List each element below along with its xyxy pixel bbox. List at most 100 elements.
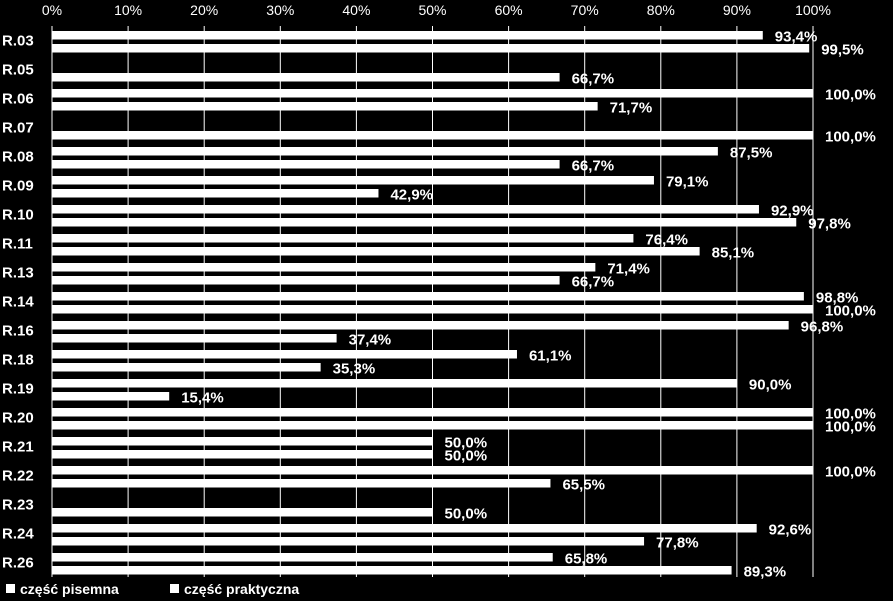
bar-pisemna (52, 205, 759, 214)
bar-pisemna (52, 350, 517, 359)
category-label: R.05 (2, 62, 34, 79)
gridlines (51, 26, 814, 577)
data-label: 61,1% (529, 347, 572, 364)
data-label: 96,8% (801, 318, 844, 335)
category-labels: R.03 R.05 R.06 R.07 R.08 R.09 R.10 R.11 R.13 R.14… (2, 33, 34, 572)
category-label: R.06 (2, 91, 34, 108)
bar-pisemna (52, 379, 737, 388)
data-label: 65,8% (565, 550, 608, 567)
x-tick-label: 40% (342, 2, 370, 18)
bar-praktyczna (52, 305, 813, 314)
bar-praktyczna (52, 392, 170, 401)
category-label: R.03 (2, 33, 34, 50)
data-label: 42,9% (390, 186, 433, 203)
bar-praktyczna (52, 131, 813, 140)
data-label: 90,0% (749, 376, 792, 393)
data-label: 92,9% (771, 202, 814, 219)
category-label: R.19 (2, 381, 34, 398)
category-label: R.16 (2, 323, 34, 340)
bar-pisemna (52, 263, 596, 272)
bar-praktyczna (52, 363, 321, 372)
category-label: R.13 (2, 265, 34, 282)
data-label: 100,0% (825, 405, 876, 422)
bar-praktyczna (52, 334, 337, 343)
data-label: 77,8% (656, 534, 699, 551)
category-label: R.14 (2, 294, 34, 311)
data-label: 79,1% (666, 173, 709, 190)
data-label: 50,0% (445, 447, 488, 464)
data-label: 99,5% (821, 41, 864, 58)
bar-pisemna (52, 234, 634, 243)
x-tick-label: 30% (266, 2, 294, 18)
data-label: 15,4% (181, 389, 224, 406)
x-tick-label: 0% (42, 2, 62, 18)
x-tick-label: 100% (795, 2, 831, 18)
category-label: R.07 (2, 120, 34, 137)
data-label: 97,8% (808, 215, 851, 232)
data-label: 76,4% (645, 231, 688, 248)
data-label: 93,4% (775, 28, 818, 45)
bar-pisemna (52, 147, 718, 156)
bar-praktyczna (52, 508, 433, 517)
data-label: 71,4% (607, 260, 650, 277)
bar-pisemna (52, 437, 433, 446)
data-label: 100,0% (825, 86, 876, 103)
data-label: 100,0% (825, 302, 876, 319)
data-label: 71,7% (610, 99, 653, 116)
bar-praktyczna (52, 189, 379, 198)
data-label: 100,0% (825, 418, 876, 435)
data-label: 92,6% (769, 521, 812, 538)
category-label: R.18 (2, 352, 34, 369)
bar-pisemna (52, 292, 804, 301)
bar-praktyczna (52, 276, 560, 285)
data-label: 50,0% (445, 434, 488, 451)
legend-swatch-pisemna (6, 584, 15, 593)
x-tick-label: 70% (571, 2, 599, 18)
legend-label-praktyczna: część praktyczna (184, 581, 299, 597)
category-label: R.22 (2, 468, 34, 485)
category-label: R.24 (2, 526, 34, 543)
legend: część pisemna część praktyczna (6, 581, 299, 597)
data-labels: 93,4%99,5% 66,7% 100,0% 71,7% 100,0% 87,5% 66,… (181, 28, 876, 580)
category-label: R.11 (2, 236, 33, 253)
category-label: R.21 (2, 439, 34, 456)
x-tick-label: 20% (190, 2, 218, 18)
bar-praktyczna (52, 247, 700, 256)
bar-pisemna (52, 31, 763, 40)
bar-pisemna (52, 176, 654, 185)
data-label: 98,8% (816, 289, 859, 306)
category-label: R.20 (2, 410, 34, 427)
data-label: 87,5% (730, 144, 773, 161)
category-label: R.23 (2, 497, 34, 514)
data-label: 66,7% (572, 273, 615, 290)
bar-praktyczna (52, 450, 433, 459)
x-tick-label: 90% (723, 2, 751, 18)
bar-pisemna (52, 524, 757, 533)
x-tick-label: 60% (495, 2, 523, 18)
bar-praktyczna (52, 44, 810, 53)
data-label: 66,7% (572, 157, 615, 174)
data-label: 35,3% (333, 360, 376, 377)
x-tick-label: 50% (418, 2, 446, 18)
bar-pisemna (52, 466, 813, 475)
bar-praktyczna (52, 479, 551, 488)
category-label: R.10 (2, 207, 34, 224)
bar-praktyczna (52, 160, 560, 169)
category-label: R.08 (2, 149, 34, 166)
x-tick-label: 80% (647, 2, 675, 18)
x-tick-label: 10% (114, 2, 142, 18)
data-label: 50,0% (445, 505, 488, 522)
category-label: R.09 (2, 178, 34, 195)
x-axis-ticks: 0% 10% 20% 30% 40% 50% 60% 70% 80% 90% 100% (42, 2, 831, 18)
bars (52, 31, 813, 575)
bar-pisemna (52, 321, 789, 330)
bar-pisemna (52, 89, 813, 98)
bar-praktyczna (52, 73, 560, 82)
data-label: 100,0% (825, 463, 876, 480)
data-label: 100,0% (825, 128, 876, 145)
bar-praktyczna (52, 421, 813, 430)
bar-praktyczna (52, 537, 645, 546)
bar-pisemna (52, 408, 813, 417)
category-label: R.26 (2, 555, 34, 572)
